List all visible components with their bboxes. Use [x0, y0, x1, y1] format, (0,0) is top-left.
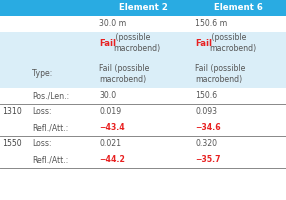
Text: Fail (possible
macrobend): Fail (possible macrobend)	[99, 64, 149, 84]
Text: 1310: 1310	[2, 108, 22, 116]
Text: −44.2: −44.2	[99, 156, 125, 164]
Text: Type:: Type:	[32, 70, 52, 78]
Bar	[0, 88, 286, 104]
Text: 0.021: 0.021	[99, 140, 121, 148]
Text: 1550: 1550	[2, 140, 22, 148]
Text: −34.6: −34.6	[195, 123, 221, 132]
Bar	[0, 32, 286, 60]
Bar	[0, 152, 286, 168]
Bar	[0, 60, 286, 88]
Text: −43.4: −43.4	[99, 123, 125, 132]
Text: 30.0: 30.0	[99, 92, 116, 100]
Bar	[0, 0, 286, 16]
Text: Pos./Len.:: Pos./Len.:	[32, 92, 69, 100]
Text: Loss:: Loss:	[32, 108, 51, 116]
Bar	[0, 16, 286, 32]
Text: 30.0 m: 30.0 m	[99, 20, 126, 28]
Text: Fail: Fail	[99, 38, 116, 47]
Text: Refl./Att.:: Refl./Att.:	[32, 123, 68, 132]
Text: Refl./Att.:: Refl./Att.:	[32, 156, 68, 164]
Text: 150.6: 150.6	[195, 92, 217, 100]
Text: −35.7: −35.7	[195, 156, 221, 164]
Text: Fail: Fail	[195, 38, 212, 47]
Bar	[0, 136, 286, 152]
Text: Element 2: Element 2	[119, 3, 167, 12]
Bar	[0, 104, 286, 120]
Text: 0.093: 0.093	[195, 108, 217, 116]
Text: (possible
macrobend): (possible macrobend)	[113, 33, 160, 53]
Text: 0.019: 0.019	[99, 108, 121, 116]
Text: (possible
macrobend): (possible macrobend)	[209, 33, 256, 53]
Text: Fail (possible
macrobend): Fail (possible macrobend)	[195, 64, 245, 84]
Text: Element 6: Element 6	[214, 3, 263, 12]
Bar	[0, 120, 286, 136]
Text: Loss:: Loss:	[32, 140, 51, 148]
Text: 0.320: 0.320	[195, 140, 217, 148]
Text: 150.6 m: 150.6 m	[195, 20, 227, 28]
